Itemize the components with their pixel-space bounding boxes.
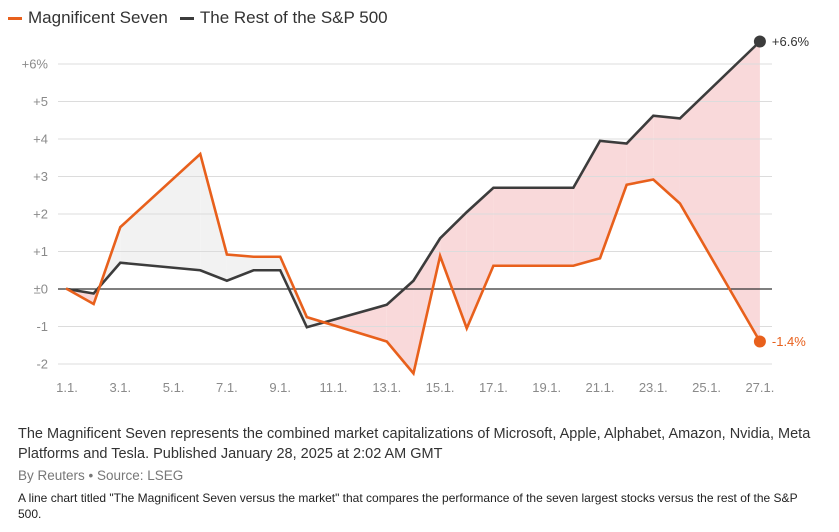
x-tick-label: 11.1.	[320, 380, 348, 395]
legend-item-magnificent-seven: Magnificent Seven	[8, 8, 168, 28]
y-tick-label: +6%	[22, 57, 49, 72]
end-label-rest-of-sp500: +6.6%	[772, 34, 810, 49]
series-line-rest-of-sp500	[65, 40, 762, 329]
x-tick-label: 5.1.	[163, 380, 185, 395]
x-tick-label: 7.1.	[216, 380, 238, 395]
x-tick-label: 9.1.	[269, 380, 291, 395]
fill-rest-ahead	[600, 140, 627, 259]
series-lines	[65, 40, 762, 377]
x-tick-label: 3.1.	[109, 380, 131, 395]
fill-rest-ahead	[466, 187, 494, 329]
fill-rest-ahead	[626, 115, 654, 185]
x-tick-label: 23.1.	[639, 380, 668, 395]
legend-item-rest-of-sp500: The Rest of the S&P 500	[179, 8, 388, 28]
legend-label-rest-of-sp500: The Rest of the S&P 500	[199, 8, 388, 27]
x-tick-label: 13.1.	[372, 380, 401, 395]
y-tick-label: -1	[36, 319, 48, 334]
x-tick-label: 27.1.	[745, 380, 774, 395]
x-tick-label: 15.1.	[426, 380, 455, 395]
fill-rest-ahead	[324, 304, 387, 342]
end-label-magnificent-seven: -1.4%	[772, 334, 806, 349]
fill-rest-ahead	[573, 140, 600, 266]
x-tick-label: 21.1.	[586, 380, 615, 395]
end-marker-rest-of-sp500	[753, 35, 766, 48]
x-tick-label: 17.1.	[479, 380, 508, 395]
y-tick-label: +4	[33, 132, 48, 147]
fill-mag7-ahead	[253, 256, 281, 271]
fill-rest-ahead	[679, 41, 760, 342]
y-tick-label: +1	[33, 244, 48, 259]
y-tick-label: ±0	[34, 282, 48, 297]
fill-mag7-ahead	[200, 154, 227, 281]
chart-legend: Magnificent Seven The Rest of the S&P 50…	[8, 6, 400, 30]
fill-rest-ahead	[386, 280, 414, 374]
legend-swatch-rest-of-sp500	[179, 16, 194, 20]
x-tick-label: 25.1.	[692, 380, 721, 395]
y-tick-label: +2	[33, 207, 48, 222]
series-line-magnificent-seven	[65, 151, 762, 377]
chart-byline: By Reuters • Source: LSEG	[18, 468, 184, 483]
line-chart: +6% +5 +4 +3 +2 +1 ±0 -1 -2 1.1. 3.1. 5.1. 7.1. 9.1.…	[22, 34, 810, 395]
chart-caption: The Magnificent Seven represents the com…	[18, 426, 811, 462]
y-tick-label: +5	[33, 94, 48, 109]
difference-fills	[67, 41, 760, 374]
fill-rest-ahead	[493, 187, 574, 266]
fill-rest-ahead	[653, 115, 680, 204]
fill-mag7-ahead	[226, 254, 254, 281]
legend-swatch-magnificent-seven	[8, 16, 22, 20]
x-axis-labels: 1.1. 3.1. 5.1. 7.1. 9.1. 11.1. 13.1. 15.1. 17.1.…	[56, 380, 774, 395]
y-tick-label: +3	[33, 169, 48, 184]
end-markers: +6.6% -1.4%	[753, 34, 810, 349]
x-tick-label: 19.1.	[532, 380, 561, 395]
chart-alt-text: A line chart titled "The Magnificent Sev…	[18, 491, 798, 521]
y-tick-label: -2	[36, 357, 48, 372]
fill-rest-ahead	[440, 212, 467, 329]
end-marker-magnificent-seven	[753, 335, 766, 348]
x-tick-label: 1.1.	[56, 380, 78, 395]
fill-mag7-ahead	[120, 154, 201, 271]
legend-label-magnificent-seven: Magnificent Seven	[28, 8, 168, 27]
y-axis-labels: +6% +5 +4 +3 +2 +1 ±0 -1 -2	[22, 57, 49, 372]
